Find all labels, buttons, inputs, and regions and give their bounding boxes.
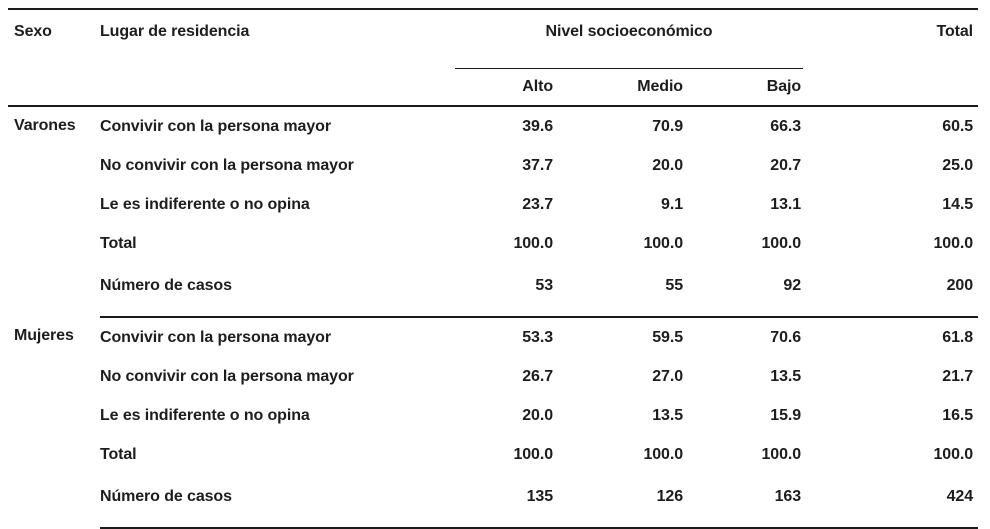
value-bajo: 66.3	[770, 117, 802, 135]
group-varones: Varones Convivir con la persona mayor 39…	[8, 106, 979, 318]
value-medio: 126	[555, 474, 685, 529]
value-medio: 100.0	[643, 234, 683, 252]
table-row: Le es indiferente o no opina 23.7 9.1 13…	[8, 185, 978, 224]
row-label: Número de casos	[100, 474, 455, 529]
value-total: 100.0	[933, 234, 974, 252]
value-bajo: 15.9	[770, 406, 802, 424]
row-label: No convivir con la persona mayor	[100, 367, 354, 385]
col-header-alto: Alto	[455, 68, 555, 107]
table-row: Le es indiferente o no opina 20.0 13.5 1…	[8, 396, 978, 435]
value-medio: 100.0	[643, 445, 683, 463]
col-header-bajo: Bajo	[685, 68, 804, 107]
value-medio: 9.1	[661, 195, 683, 213]
table-row: No convivir con la persona mayor 37.7 20…	[8, 146, 978, 185]
value-bajo: 13.1	[770, 195, 802, 213]
value-bajo: 100.0	[761, 234, 802, 252]
table-row: Total 100.0 100.0 100.0 100.0	[8, 224, 978, 263]
value-medio: 70.9	[652, 117, 683, 135]
value-medio: 55	[555, 263, 685, 318]
value-alto: 37.7	[522, 156, 553, 174]
value-bajo: 70.6	[770, 328, 802, 346]
col-group-header-nivel-socioeconomico: Nivel socioeconómico	[455, 9, 804, 69]
value-alto: 20.0	[522, 406, 553, 424]
row-label: No convivir con la persona mayor	[100, 156, 354, 174]
value-total: 200	[803, 263, 979, 318]
row-label: Convivir con la persona mayor	[100, 328, 331, 346]
group-label-varones: Varones	[14, 117, 76, 134]
table-row: Mujeres Convivir con la persona mayor 53…	[8, 317, 978, 357]
table-row: Varones Convivir con la persona mayor 39…	[8, 106, 978, 146]
row-label: Total	[100, 445, 137, 463]
value-medio: 20.0	[652, 156, 683, 174]
value-alto: 100.0	[513, 234, 553, 252]
table-row: No convivir con la persona mayor 26.7 27…	[8, 357, 978, 396]
col-header-sexo: Sexo	[8, 9, 100, 107]
value-alto: 26.7	[522, 367, 553, 385]
col-header-lugar-de-residencia: Lugar de residencia	[100, 9, 455, 107]
table-row: Total 100.0 100.0 100.0 100.0	[8, 435, 978, 474]
value-bajo: 13.5	[770, 367, 802, 385]
value-total: 14.5	[942, 195, 974, 213]
row-label: Le es indiferente o no opina	[100, 406, 310, 424]
value-bajo: 20.7	[770, 156, 802, 174]
value-medio: 59.5	[652, 328, 683, 346]
value-alto: 39.6	[522, 117, 553, 135]
value-alto: 135	[455, 474, 555, 529]
value-alto: 53	[455, 263, 555, 318]
table-header: Sexo Lugar de residencia Nivel socioecon…	[8, 9, 979, 107]
col-header-total: Total	[803, 9, 979, 107]
col-header-medio: Medio	[555, 68, 685, 107]
row-label: Número de casos	[100, 263, 455, 318]
value-total: 60.5	[942, 117, 974, 135]
row-label: Le es indiferente o no opina	[100, 195, 310, 213]
socioeconomic-table: Sexo Lugar de residencia Nivel socioecon…	[8, 8, 979, 529]
value-bajo: 100.0	[761, 445, 802, 463]
table-row: Número de casos 135 126 163 424	[8, 474, 979, 529]
value-total: 100.0	[933, 445, 974, 463]
row-label: Convivir con la persona mayor	[100, 117, 331, 135]
row-label: Total	[100, 234, 137, 252]
value-total: 25.0	[942, 156, 974, 174]
value-total: 21.7	[942, 367, 974, 385]
table-row: Número de casos 53 55 92 200	[8, 263, 979, 318]
value-total: 61.8	[942, 328, 974, 346]
group-mujeres: Mujeres Convivir con la persona mayor 53…	[8, 317, 979, 529]
value-alto: 53.3	[522, 328, 553, 346]
value-medio: 27.0	[652, 367, 683, 385]
socioeconomic-table-container: Sexo Lugar de residencia Nivel socioecon…	[8, 8, 979, 529]
value-bajo: 92	[685, 263, 804, 318]
value-alto: 23.7	[522, 195, 553, 213]
value-total: 424	[803, 474, 979, 529]
group-label-mujeres: Mujeres	[14, 327, 74, 344]
value-medio: 13.5	[652, 406, 683, 424]
value-alto: 100.0	[513, 445, 553, 463]
value-bajo: 163	[685, 474, 804, 529]
value-total: 16.5	[942, 406, 974, 424]
